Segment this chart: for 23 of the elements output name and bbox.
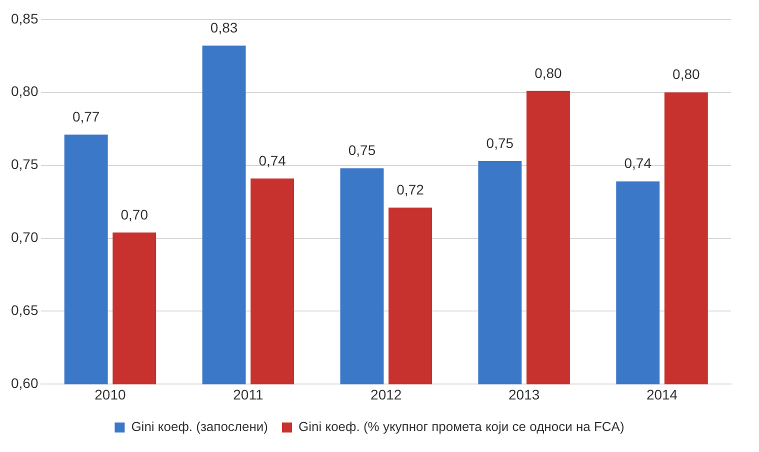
data-label: 0,83: [210, 20, 238, 36]
legend-label: Gini коеф. (запослени): [131, 419, 268, 434]
y-tick-label: 0,85: [11, 10, 38, 26]
y-tick-label: 0,60: [11, 375, 38, 392]
x-tick-label: 2010: [94, 386, 126, 402]
data-label: 0,77: [72, 108, 100, 125]
data-label: 0,75: [348, 142, 376, 158]
x-tick-label: 2011: [233, 386, 264, 402]
data-label: 0,70: [120, 206, 148, 222]
y-tick-label: 0,75: [11, 156, 38, 172]
data-label: 0,75: [486, 134, 514, 151]
y-tick-label: 0,80: [11, 83, 38, 100]
data-label: 0,74: [624, 155, 652, 172]
data-label: 0,74: [258, 152, 286, 168]
y-tick-label: 0,70: [11, 229, 38, 246]
data-label: 0,80: [534, 64, 562, 81]
x-tick-label: 2014: [646, 386, 678, 402]
data-label: 0,72: [396, 181, 424, 198]
legend-label: Gini коеф. (% укупног промета који се односи на FCA): [298, 419, 624, 434]
x-tick-label: 2012: [370, 386, 402, 402]
x-tick-label: 2013: [508, 386, 540, 402]
y-tick-label: 0,65: [11, 302, 38, 318]
data-label: 0,80: [672, 66, 700, 82]
